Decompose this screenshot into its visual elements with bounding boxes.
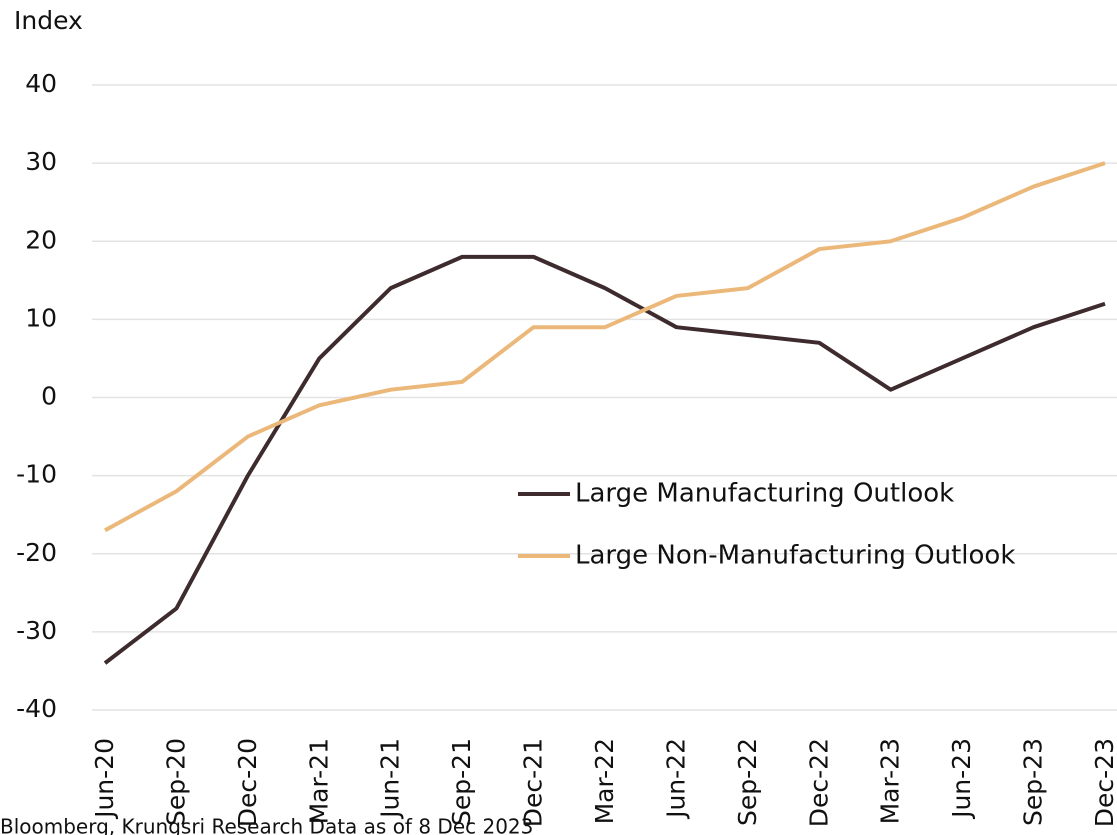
x-tick-label: Sep-21: [447, 738, 476, 826]
y-tick-label: -20: [16, 538, 57, 567]
x-tick-label: Mar-23: [876, 738, 905, 824]
y-tick-label: -10: [16, 460, 57, 489]
x-tick-label: Jun-20: [90, 738, 119, 820]
y-tick-label: 40: [25, 69, 57, 98]
x-tick-label: Jun-21: [376, 738, 405, 820]
x-tick-label: Dec-23: [1090, 738, 1117, 827]
y-tick-label: 20: [25, 225, 57, 254]
x-tick-label: Jun-23: [947, 738, 976, 820]
line: [103, 254, 1106, 665]
y-tick-label: 30: [25, 147, 57, 176]
x-tick-label: Jun-22: [661, 738, 690, 820]
legend-label: Large Manufacturing Outlook: [575, 479, 954, 509]
x-tick-label: Mar-22: [590, 738, 619, 824]
x-tick-label: Sep-22: [733, 738, 762, 826]
y-tick-label: 10: [25, 303, 57, 332]
y-axis-label: Index: [14, 6, 83, 35]
y-tick-label: -30: [16, 616, 57, 645]
x-tick-label: Sep-23: [1019, 738, 1048, 826]
source: Bloomberg, Krungsri Research Data as of …: [0, 815, 533, 835]
legend-label: Large Non-Manufacturing Outlook: [575, 541, 1015, 571]
x-tick-label: Dec-22: [804, 738, 833, 827]
line: [104, 161, 1106, 533]
y-tick-label: 0: [41, 382, 57, 411]
x-tick-label: Sep-20: [161, 738, 190, 826]
x-tick-label: Dec-21: [519, 738, 548, 827]
x-tick-label: Mar-21: [304, 738, 333, 824]
x-tick-label: Dec-20: [233, 738, 262, 827]
y-tick-label: -40: [16, 694, 57, 723]
